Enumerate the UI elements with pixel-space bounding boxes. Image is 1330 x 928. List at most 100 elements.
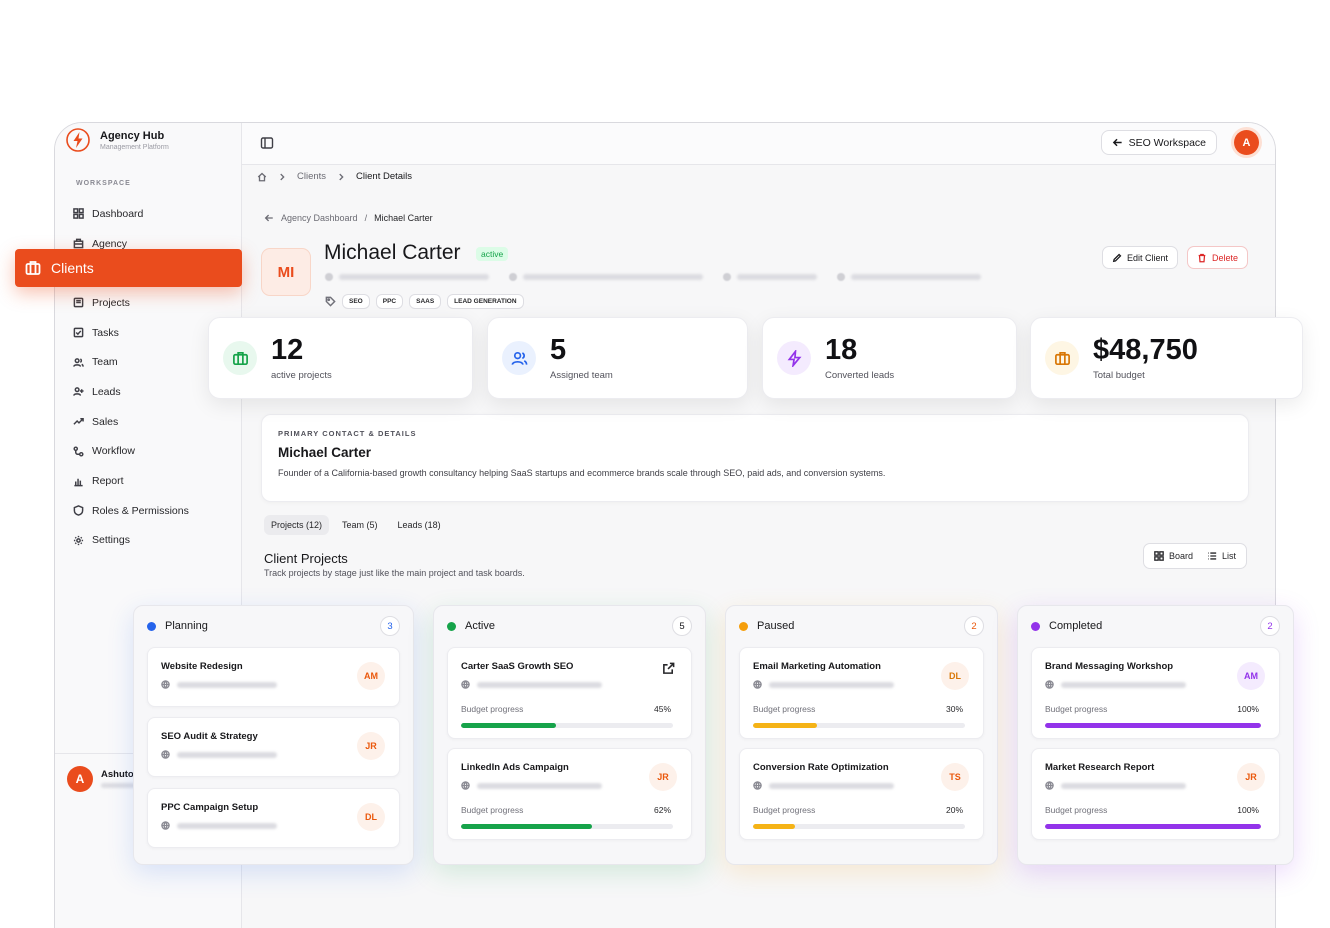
sidebar-item-leads[interactable]: Leads (73, 377, 233, 407)
project-card[interactable]: Market Research Report JR Budget progres… (1031, 748, 1280, 840)
sidebar-item-agency[interactable]: Agency (73, 229, 233, 259)
column-count: 5 (672, 616, 692, 636)
progress-fill (461, 824, 593, 829)
topbar: SEO Workspace A (242, 123, 1275, 165)
tab-projects[interactable]: Projects (12) (264, 515, 330, 535)
globe-icon (461, 781, 470, 790)
column-header: Completed 2 (1031, 616, 1280, 636)
view-toggle: Board List (1142, 543, 1247, 569)
client-meta-blurred (325, 273, 981, 281)
lightning-logo-icon (66, 128, 90, 152)
back-parent-link[interactable]: Agency Dashboard (281, 213, 358, 223)
sidebar-user[interactable]: A Ashuto (55, 753, 242, 792)
client-tags: SEO PPC SAAS LEAD GENERATION (325, 294, 524, 309)
project-card[interactable]: Email Marketing Automation DL Budget pro… (739, 647, 984, 739)
primary-contact-card: PRIMARY CONTACT & DETAILS Michael Carter… (261, 414, 1249, 502)
status-dot (739, 621, 748, 631)
home-icon[interactable] (257, 172, 267, 182)
column-title: Active (465, 620, 495, 632)
progress-track (461, 824, 673, 829)
column-count: 2 (964, 616, 984, 636)
sidebar-item-tasks[interactable]: Tasks (73, 318, 233, 348)
tag-ppc: PPC (375, 294, 404, 309)
workspace-button[interactable]: SEO Workspace (1100, 130, 1217, 155)
contact-section-label: PRIMARY CONTACT & DETAILS (278, 429, 417, 438)
briefcase-icon (1045, 341, 1079, 375)
budget-progress-label: Budget progress (1045, 704, 1108, 714)
globe-icon (753, 680, 762, 689)
project-title: LinkedIn Ads Campaign (461, 762, 569, 773)
briefcase-icon (223, 341, 257, 375)
breadcrumb: Clients Client Details (257, 171, 412, 182)
breadcrumb-clients[interactable]: Clients (297, 171, 327, 182)
sidebar-item-team[interactable]: Team (73, 347, 233, 377)
sidebar-item-report[interactable]: Report (73, 466, 233, 496)
board-icon (1154, 551, 1164, 561)
gear-icon (73, 535, 84, 545)
stat-caption: Converted leads (825, 369, 895, 381)
project-card[interactable]: PPC Campaign Setup DL (147, 788, 400, 848)
users-icon (502, 341, 536, 375)
list-view-button[interactable]: List (1201, 547, 1242, 565)
sidebar-item-dashboard[interactable]: Dashboard (73, 199, 233, 229)
project-url (161, 680, 277, 689)
sidebar-item-label: Team (92, 356, 118, 369)
assignee-avatar: AM (1237, 662, 1265, 690)
tag-seo: SEO (342, 294, 370, 309)
tag-icon (325, 296, 336, 307)
project-card[interactable]: Brand Messaging Workshop AM Budget progr… (1031, 647, 1280, 739)
globe-icon (1045, 781, 1054, 790)
sidebar-item-label: Leads (92, 385, 121, 398)
globe-icon (161, 680, 170, 689)
budget-progress-label: Budget progress (1045, 805, 1108, 815)
stat-value: 5 (550, 333, 567, 366)
stat-caption: Assigned team (550, 369, 613, 381)
delete-button[interactable]: Delete (1186, 246, 1248, 269)
sidebar-nav: Dashboard Agency Clients Projects Tasks … (73, 199, 233, 555)
sidebar-item-label: Settings (92, 534, 130, 547)
project-title: SEO Audit & Strategy (161, 731, 258, 742)
sidebar-item-clients-active[interactable]: Clients (15, 249, 242, 287)
column-header: Active 5 (447, 616, 692, 636)
assignee-avatar: DL (941, 662, 969, 690)
project-card[interactable]: SEO Audit & Strategy JR (147, 717, 400, 777)
sidebar-item-label: Projects (92, 296, 130, 309)
sidebar-item-roles-permissions[interactable]: Roles & Permissions (73, 496, 233, 526)
user-plus-icon (73, 387, 84, 397)
kanban-column-planning: Planning 3 Website Redesign AM SEO Audit… (133, 605, 414, 865)
edit-client-button[interactable]: Edit Client (1101, 246, 1178, 269)
column-title: Paused (757, 620, 795, 632)
sidebar-item-workflow[interactable]: Workflow (73, 437, 233, 467)
arrow-left-icon[interactable] (264, 213, 274, 223)
project-title: PPC Campaign Setup (161, 802, 259, 813)
project-card[interactable]: LinkedIn Ads Campaign JR Budget progress… (447, 748, 692, 840)
status-dot (1031, 621, 1040, 631)
tab-team[interactable]: Team (5) (342, 520, 378, 530)
column-count: 3 (380, 616, 400, 636)
sidebar-item-projects[interactable]: Projects (73, 288, 233, 318)
sidebar-toggle-icon[interactable] (260, 136, 274, 150)
project-card[interactable]: Carter SaaS Growth SEO Budget progress 4… (447, 647, 692, 739)
project-url (753, 680, 894, 689)
grid-icon (73, 208, 84, 220)
external-link-icon[interactable] (662, 662, 675, 675)
stat-value: $48,750 (1093, 333, 1198, 366)
sidebar-item-sales[interactable]: Sales (73, 407, 233, 437)
avatar[interactable]: A (1234, 130, 1259, 155)
board-view-button[interactable]: Board (1148, 547, 1199, 565)
briefcase-icon (25, 261, 41, 275)
column-header: Paused 2 (739, 616, 984, 636)
sidebar-item-label: Agency (92, 237, 128, 250)
brand[interactable]: Agency Hub Management Platform (65, 127, 169, 153)
app-name: Agency Hub (100, 129, 165, 142)
project-url (1045, 781, 1186, 790)
project-card[interactable]: Conversion Rate Optimization TS Budget p… (739, 748, 984, 840)
trash-icon (1198, 253, 1206, 262)
project-url (161, 750, 277, 759)
tab-leads[interactable]: Leads (18) (397, 520, 441, 530)
sidebar-item-settings[interactable]: Settings (73, 526, 233, 556)
project-card[interactable]: Website Redesign AM (147, 647, 400, 707)
project-url (1045, 680, 1186, 689)
stat-caption: active projects (271, 369, 332, 381)
kanban-column-paused: Paused 2 Email Marketing Automation DL B… (725, 605, 998, 865)
